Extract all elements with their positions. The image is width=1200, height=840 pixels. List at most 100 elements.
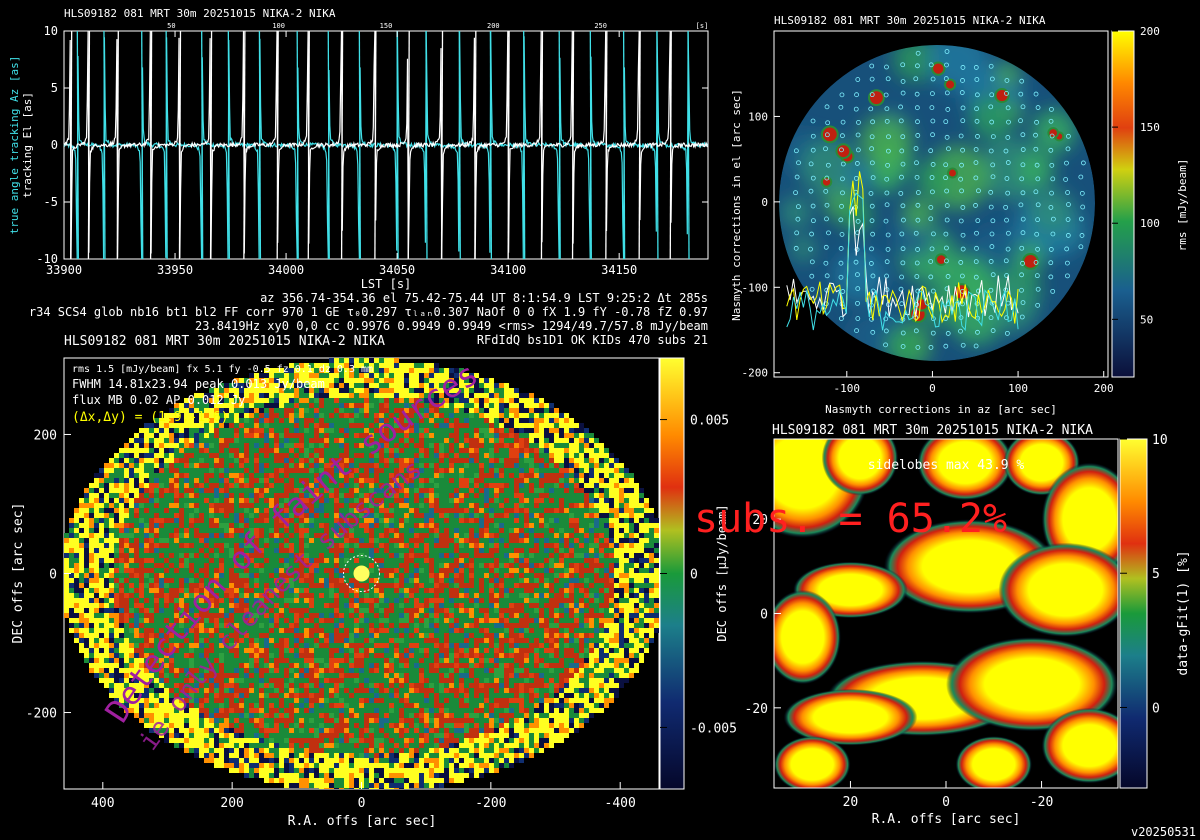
map-pixel bbox=[384, 433, 389, 438]
map-pixel bbox=[344, 458, 349, 463]
map-pixel bbox=[364, 453, 369, 458]
map-pixel bbox=[519, 438, 524, 443]
map-pixel bbox=[409, 558, 414, 563]
map-pixel bbox=[574, 468, 579, 473]
map-pixel bbox=[169, 558, 174, 563]
map-pixel bbox=[599, 578, 604, 583]
map-pixel bbox=[529, 563, 534, 568]
map-pixel bbox=[354, 368, 359, 373]
map-pixel bbox=[244, 518, 249, 523]
map-pixel bbox=[99, 473, 104, 478]
map-pixel bbox=[539, 483, 544, 488]
map-pixel bbox=[214, 428, 219, 433]
nasmyth-kid-marker bbox=[1018, 202, 1024, 208]
tracking-x-tick-label: 34100 bbox=[490, 263, 526, 277]
nasmyth-kid-marker bbox=[899, 231, 905, 237]
map-pixel bbox=[334, 578, 339, 583]
map-pixel bbox=[499, 513, 504, 518]
map-pixel bbox=[64, 588, 69, 593]
map-pixel bbox=[649, 553, 654, 558]
map-pixel bbox=[199, 403, 204, 408]
map-pixel bbox=[379, 413, 384, 418]
map-pixel bbox=[374, 438, 379, 443]
map-pixel bbox=[154, 503, 159, 508]
map-pixel bbox=[579, 473, 584, 478]
map-pixel bbox=[139, 428, 144, 433]
map-pixel bbox=[244, 458, 249, 463]
map-pixel bbox=[449, 373, 454, 378]
map-pixel bbox=[279, 453, 284, 458]
map-pixel bbox=[329, 383, 334, 388]
map-pixel bbox=[309, 533, 314, 538]
map-pixel bbox=[259, 398, 264, 403]
map-pixel bbox=[559, 473, 564, 478]
map-pixel bbox=[224, 548, 229, 553]
map-pixel bbox=[289, 568, 294, 573]
map-pixel bbox=[194, 493, 199, 498]
map-pixel bbox=[444, 458, 449, 463]
map-pixel bbox=[404, 393, 409, 398]
tracking-y-tick-label: -5 bbox=[44, 195, 58, 209]
map-pixel bbox=[164, 518, 169, 523]
map-pixel bbox=[399, 458, 404, 463]
map-pixel bbox=[464, 438, 469, 443]
map-pixel bbox=[174, 443, 179, 448]
nasmyth-kid-marker bbox=[973, 175, 979, 181]
map-pixel bbox=[459, 488, 464, 493]
map-pixel bbox=[569, 583, 574, 588]
map-pixel bbox=[159, 493, 164, 498]
map-pixel bbox=[579, 573, 584, 578]
map-pixel bbox=[224, 473, 229, 478]
map-pixel bbox=[379, 578, 384, 583]
tracking-y-tick-label: -10 bbox=[36, 252, 58, 266]
map-pixel bbox=[254, 518, 259, 523]
nasmyth-kid-marker bbox=[1005, 160, 1011, 165]
map-pixel bbox=[564, 498, 569, 503]
map-pixel bbox=[519, 408, 524, 413]
map-pixel bbox=[594, 468, 599, 473]
map-pixel bbox=[139, 448, 144, 453]
map-pixel bbox=[139, 528, 144, 533]
map-pixel bbox=[154, 563, 159, 568]
map-pixel bbox=[579, 558, 584, 563]
map-pixel bbox=[374, 573, 379, 578]
map-pixel bbox=[104, 478, 109, 483]
map-pixel bbox=[474, 453, 479, 458]
map-pixel bbox=[434, 388, 439, 393]
map-pixel bbox=[299, 393, 304, 398]
map-pixel bbox=[534, 553, 539, 558]
map-pixel bbox=[579, 428, 584, 433]
map-pixel bbox=[419, 548, 424, 553]
map-pixel bbox=[589, 533, 594, 538]
map-pixel bbox=[74, 533, 79, 538]
map-panel: HLS09182 081 MRT 30m 20251015 NIKA-2 NIK… bbox=[11, 334, 737, 829]
map-pixel bbox=[334, 528, 339, 533]
map-pixel bbox=[289, 538, 294, 543]
map-pixel bbox=[474, 478, 479, 483]
map-pixel bbox=[429, 563, 434, 568]
map-pixel bbox=[304, 413, 309, 418]
map-pixel bbox=[409, 398, 414, 403]
map-pixel bbox=[644, 508, 649, 513]
map-pixel bbox=[594, 458, 599, 463]
nasmyth-kid-marker bbox=[914, 260, 920, 266]
map-pixel bbox=[179, 478, 184, 483]
map-pixel bbox=[644, 548, 649, 553]
map-pixel bbox=[169, 583, 174, 588]
map-pixel bbox=[434, 368, 439, 373]
map-pixel bbox=[349, 573, 354, 578]
map-pixel bbox=[214, 563, 219, 568]
map-pixel bbox=[629, 518, 634, 523]
nasmyth-kid-marker bbox=[1033, 91, 1039, 97]
map-pixel bbox=[529, 478, 534, 483]
map-pixel bbox=[559, 423, 564, 428]
map-pixel bbox=[454, 518, 459, 523]
map-pixel bbox=[259, 423, 264, 428]
map-pixel bbox=[339, 388, 344, 393]
map-pixel bbox=[579, 503, 584, 508]
map-pixel bbox=[114, 538, 119, 543]
map-pixel bbox=[209, 518, 214, 523]
map-pixel bbox=[199, 583, 204, 588]
map-pixel bbox=[599, 538, 604, 543]
map-pixel bbox=[144, 588, 149, 593]
